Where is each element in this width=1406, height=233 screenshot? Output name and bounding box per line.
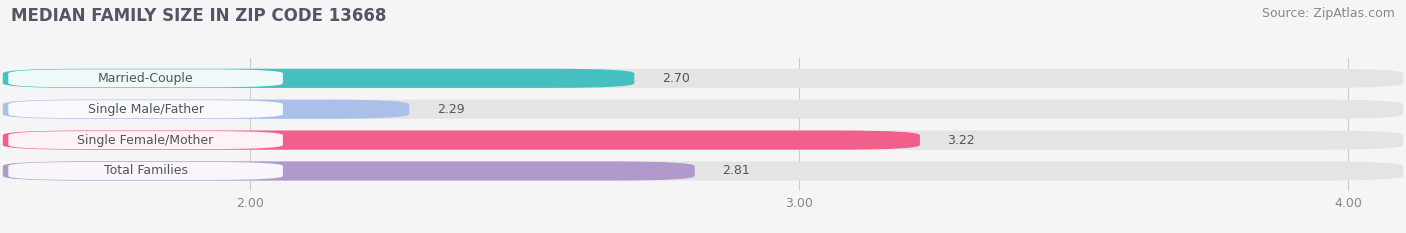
Text: 2.81: 2.81 bbox=[723, 164, 749, 178]
Text: Married-Couple: Married-Couple bbox=[98, 72, 194, 85]
FancyBboxPatch shape bbox=[8, 69, 283, 87]
Text: Source: ZipAtlas.com: Source: ZipAtlas.com bbox=[1261, 7, 1395, 20]
FancyBboxPatch shape bbox=[8, 131, 283, 149]
Text: 2.70: 2.70 bbox=[662, 72, 690, 85]
FancyBboxPatch shape bbox=[3, 130, 920, 150]
FancyBboxPatch shape bbox=[3, 161, 695, 181]
Text: 3.22: 3.22 bbox=[948, 134, 974, 147]
FancyBboxPatch shape bbox=[8, 162, 283, 180]
Text: Single Male/Father: Single Male/Father bbox=[87, 103, 204, 116]
FancyBboxPatch shape bbox=[3, 130, 1403, 150]
Text: MEDIAN FAMILY SIZE IN ZIP CODE 13668: MEDIAN FAMILY SIZE IN ZIP CODE 13668 bbox=[11, 7, 387, 25]
FancyBboxPatch shape bbox=[3, 100, 409, 119]
FancyBboxPatch shape bbox=[3, 69, 1403, 88]
FancyBboxPatch shape bbox=[3, 161, 1403, 181]
FancyBboxPatch shape bbox=[3, 69, 634, 88]
FancyBboxPatch shape bbox=[3, 100, 1403, 119]
Text: 2.29: 2.29 bbox=[437, 103, 464, 116]
Text: Single Female/Mother: Single Female/Mother bbox=[77, 134, 214, 147]
Text: Total Families: Total Families bbox=[104, 164, 187, 178]
FancyBboxPatch shape bbox=[8, 100, 283, 118]
